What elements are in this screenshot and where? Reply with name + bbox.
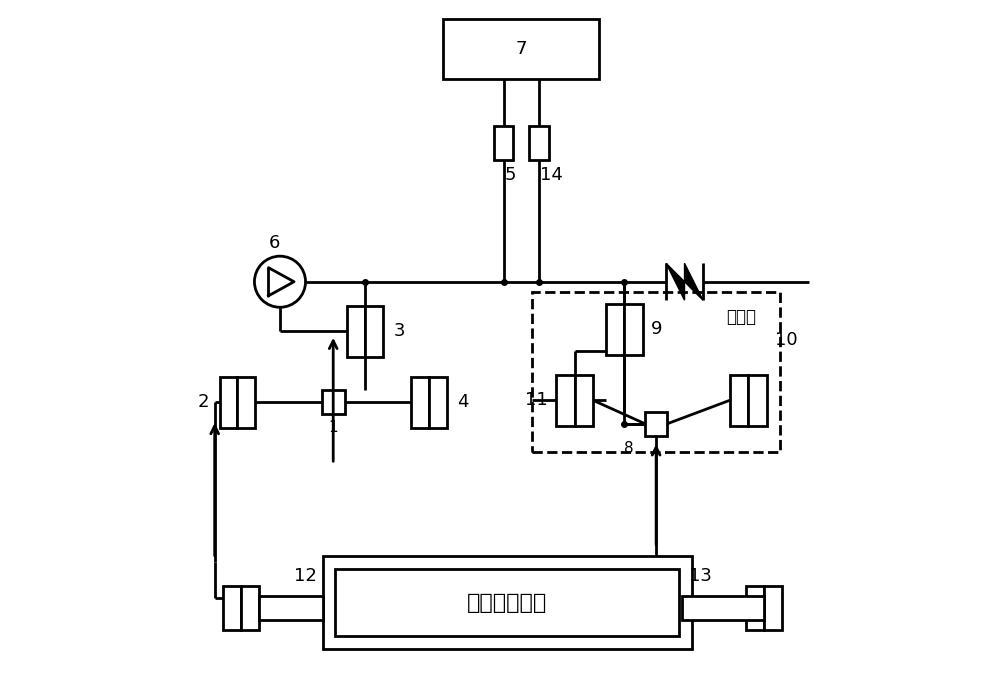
Polygon shape — [685, 263, 703, 300]
Bar — [575, 374, 593, 426]
Bar — [259, 596, 323, 620]
Text: 11: 11 — [525, 391, 548, 409]
Bar — [237, 377, 255, 428]
Bar — [223, 586, 241, 630]
Bar — [323, 556, 692, 649]
Text: 4: 4 — [457, 393, 469, 412]
Text: 9: 9 — [651, 320, 663, 338]
Bar — [347, 306, 365, 357]
Text: 夹持器模拟室: 夹持器模拟室 — [467, 592, 547, 613]
Bar — [220, 377, 237, 428]
Bar — [411, 377, 429, 428]
Text: 2: 2 — [198, 393, 209, 412]
Bar — [365, 306, 383, 357]
Bar — [746, 586, 764, 630]
Bar — [532, 292, 780, 452]
Text: 14: 14 — [540, 166, 563, 183]
Text: 13: 13 — [689, 567, 712, 585]
Text: 6: 6 — [269, 234, 280, 253]
Bar — [429, 377, 447, 428]
Bar — [322, 391, 345, 414]
Bar — [764, 586, 782, 630]
Bar — [556, 374, 575, 426]
Text: 8: 8 — [624, 441, 634, 456]
Bar — [624, 304, 643, 355]
Bar — [335, 569, 679, 636]
Polygon shape — [666, 263, 685, 300]
Text: 一体式: 一体式 — [726, 308, 756, 326]
Bar — [443, 19, 599, 79]
Bar — [730, 374, 748, 426]
Bar — [494, 127, 513, 160]
Bar — [748, 374, 767, 426]
Bar — [529, 127, 549, 160]
Bar — [682, 596, 764, 620]
Text: 5: 5 — [505, 166, 516, 183]
Text: 10: 10 — [775, 331, 798, 349]
Bar — [241, 586, 259, 630]
Text: 3: 3 — [394, 322, 405, 341]
Bar — [606, 304, 624, 355]
Bar — [645, 412, 667, 436]
Text: 1: 1 — [328, 420, 338, 435]
Circle shape — [254, 256, 306, 307]
Text: 12: 12 — [294, 567, 317, 585]
Text: 7: 7 — [516, 41, 527, 58]
